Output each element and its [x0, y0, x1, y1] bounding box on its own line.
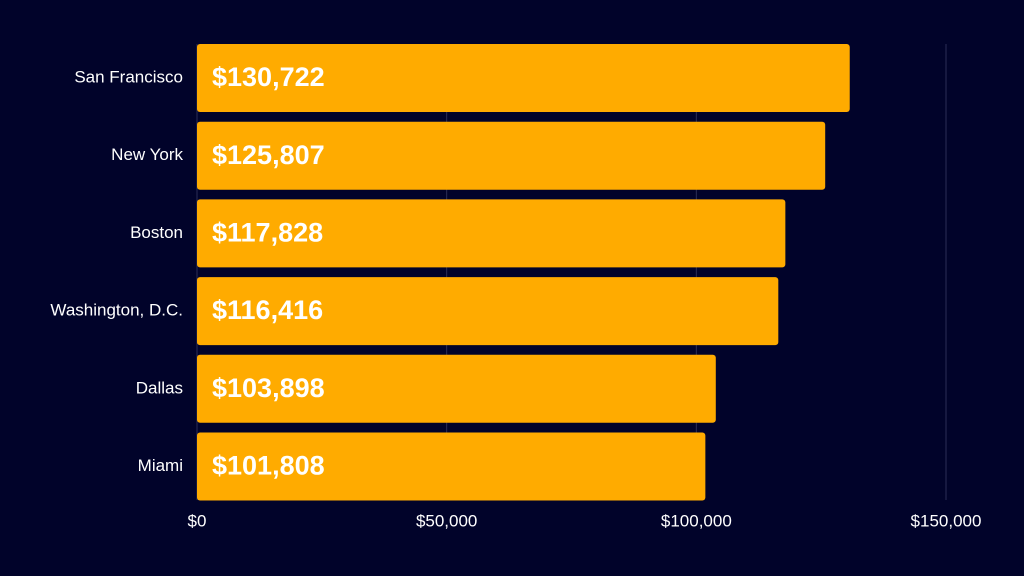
x-tick-label: $50,000: [416, 511, 477, 530]
y-tick-label: Washington, D.C.: [50, 301, 183, 320]
bar: [197, 354, 716, 423]
bar: [197, 44, 850, 112]
value-label: $130,722: [212, 62, 325, 92]
x-tick-label: $150,000: [911, 511, 982, 530]
value-label: $101,808: [212, 451, 325, 481]
x-tick-label: $0: [188, 511, 207, 530]
bar: [197, 432, 706, 501]
value-label: $125,807: [212, 140, 325, 170]
value-label: $116,416: [212, 295, 323, 325]
x-tick-label: $100,000: [661, 511, 732, 530]
y-tick-label: New York: [111, 145, 183, 164]
value-label: $103,898: [212, 373, 325, 403]
y-tick-label: Miami: [138, 456, 183, 475]
bar: [197, 199, 786, 268]
y-tick-label: San Francisco: [74, 67, 183, 86]
value-label: $117,828: [212, 218, 323, 248]
y-tick-label: Dallas: [136, 378, 183, 397]
y-tick-label: Boston: [130, 223, 183, 242]
bar: [197, 121, 826, 190]
bar: [197, 277, 779, 346]
